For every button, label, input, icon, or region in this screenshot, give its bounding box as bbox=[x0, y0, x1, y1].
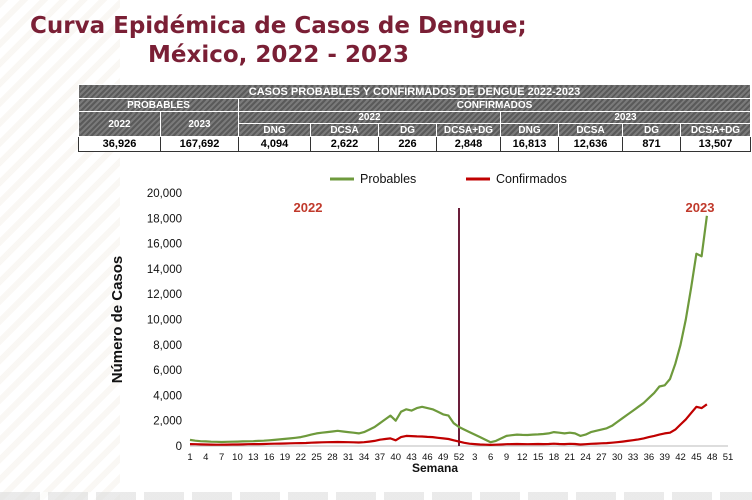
header-confirmados-2022: 2022 bbox=[238, 111, 501, 124]
y-tick-label: 12,000 bbox=[147, 289, 182, 301]
x-tick-label: 21 bbox=[564, 452, 575, 463]
title-line-2: México, 2022 - 2023 bbox=[148, 42, 409, 68]
value-dcsa-2022: 2,622 bbox=[310, 136, 379, 152]
header-confirmados: CONFIRMADOS bbox=[237, 98, 752, 112]
y-tick-label: 0 bbox=[176, 441, 182, 453]
subheader-dng-2022: DNG bbox=[238, 123, 311, 137]
y-tick-label: 2,000 bbox=[153, 416, 182, 428]
x-tick-label: 40 bbox=[390, 452, 401, 463]
y-tick-label: 6,000 bbox=[153, 365, 182, 377]
probables-series-line bbox=[189, 215, 708, 444]
summary-table: CASOS PROBABLES Y CONFIRMADOS DE DENGUE … bbox=[77, 84, 752, 152]
x-tick-label: 48 bbox=[707, 452, 718, 463]
x-tick-label: 43 bbox=[406, 452, 417, 463]
x-tick-label: 7 bbox=[219, 452, 224, 463]
title-line-1: Curva Epidémica de Casos de Dengue; bbox=[30, 13, 527, 39]
x-tick-label: 45 bbox=[691, 452, 702, 463]
subheader-dg-2022: DG bbox=[378, 123, 437, 137]
x-tick-label: 27 bbox=[596, 452, 607, 463]
x-tick-label: 19 bbox=[280, 452, 291, 463]
x-tick-label: 52 bbox=[454, 452, 465, 463]
x-axis-title: Semana bbox=[412, 461, 458, 475]
y-axis-title: Número de Casos bbox=[109, 256, 126, 384]
x-tick-label: 49 bbox=[438, 452, 449, 463]
x-tick-label: 46 bbox=[422, 452, 433, 463]
y-tick-label: 20,000 bbox=[147, 188, 182, 200]
subheader-dng-2023: DNG bbox=[500, 123, 559, 137]
value-dcsa-2023: 12,636 bbox=[558, 136, 623, 152]
value-probables-2023: 167,692 bbox=[160, 136, 239, 152]
value-dg-2023: 871 bbox=[622, 136, 681, 152]
x-tick-label: 9 bbox=[504, 452, 509, 463]
y-tick-label: 18,000 bbox=[147, 213, 182, 225]
y-tick-label: 16,000 bbox=[147, 239, 182, 251]
x-tick-label: 4 bbox=[203, 452, 208, 463]
x-tick-label: 3 bbox=[472, 452, 477, 463]
legend-label-probables: Probables bbox=[360, 172, 416, 186]
value-probables-2022: 36,926 bbox=[78, 136, 161, 152]
subheader-dcsadg-2022: DCSA+DG bbox=[436, 123, 501, 137]
x-tick-label: 33 bbox=[628, 452, 639, 463]
value-dcsadg-2023: 13,507 bbox=[679, 136, 752, 152]
subheader-dg-2023: DG bbox=[622, 123, 681, 137]
x-tick-label: 37 bbox=[375, 452, 386, 463]
x-tick-label: 39 bbox=[659, 452, 670, 463]
x-tick-label: 6 bbox=[488, 452, 493, 463]
x-tick-label: 51 bbox=[723, 452, 734, 463]
confirmados-series-line bbox=[189, 403, 708, 446]
page-title: Curva Epidémica de Casos de Dengue; Méxi… bbox=[30, 12, 590, 70]
footer-decoration bbox=[0, 492, 752, 500]
x-tick-label: 12 bbox=[517, 452, 528, 463]
header-probables-2022: 2022 bbox=[78, 111, 161, 137]
value-dng-2023: 16,813 bbox=[500, 136, 559, 152]
x-tick-label: 34 bbox=[359, 452, 370, 463]
year-label-2023: 2023 bbox=[686, 200, 715, 215]
value-dg-2022: 226 bbox=[378, 136, 437, 152]
subheader-dcsadg-2023: DCSA+DG bbox=[679, 123, 752, 137]
x-tick-label: 18 bbox=[549, 452, 560, 463]
x-tick-label: 42 bbox=[675, 452, 686, 463]
y-tick-label: 4,000 bbox=[153, 390, 182, 402]
epidemic-curve-chart: 0 2,000 4,000 6,000 8,000 10,000 12,000 14,000 1… bbox=[109, 172, 734, 475]
y-tick-label: 14,000 bbox=[147, 264, 182, 276]
x-tick-label: 10 bbox=[232, 452, 243, 463]
value-dcsadg-2022: 2,848 bbox=[436, 136, 501, 152]
value-dng-2022: 4,094 bbox=[238, 136, 311, 152]
table-title: CASOS PROBABLES Y CONFIRMADOS DE DENGUE … bbox=[77, 84, 752, 99]
x-tick-label: 36 bbox=[644, 452, 655, 463]
background-pattern bbox=[0, 0, 120, 500]
x-tick-label: 30 bbox=[612, 452, 623, 463]
y-tick-label: 8,000 bbox=[153, 340, 182, 352]
x-tick-label: 28 bbox=[327, 452, 338, 463]
x-tick-label: 1 bbox=[187, 452, 192, 463]
subheader-dcsa-2022: DCSA bbox=[310, 123, 379, 137]
header-probables: PROBABLES bbox=[78, 98, 239, 112]
year-label-2022: 2022 bbox=[294, 200, 323, 215]
x-tick-label: 24 bbox=[580, 452, 591, 463]
x-tick-label: 31 bbox=[343, 452, 354, 463]
y-tick-label: 10,000 bbox=[147, 315, 182, 327]
x-tick-label: 16 bbox=[264, 452, 275, 463]
x-tick-label: 13 bbox=[248, 452, 259, 463]
x-tick-label: 25 bbox=[311, 452, 322, 463]
x-tick-label: 22 bbox=[295, 452, 306, 463]
x-tick-label: 15 bbox=[533, 452, 544, 463]
header-probables-2023: 2023 bbox=[160, 111, 239, 137]
legend-label-confirmados: Confirmados bbox=[496, 172, 567, 186]
header-confirmados-2023: 2023 bbox=[499, 111, 752, 124]
subheader-dcsa-2023: DCSA bbox=[558, 123, 623, 137]
